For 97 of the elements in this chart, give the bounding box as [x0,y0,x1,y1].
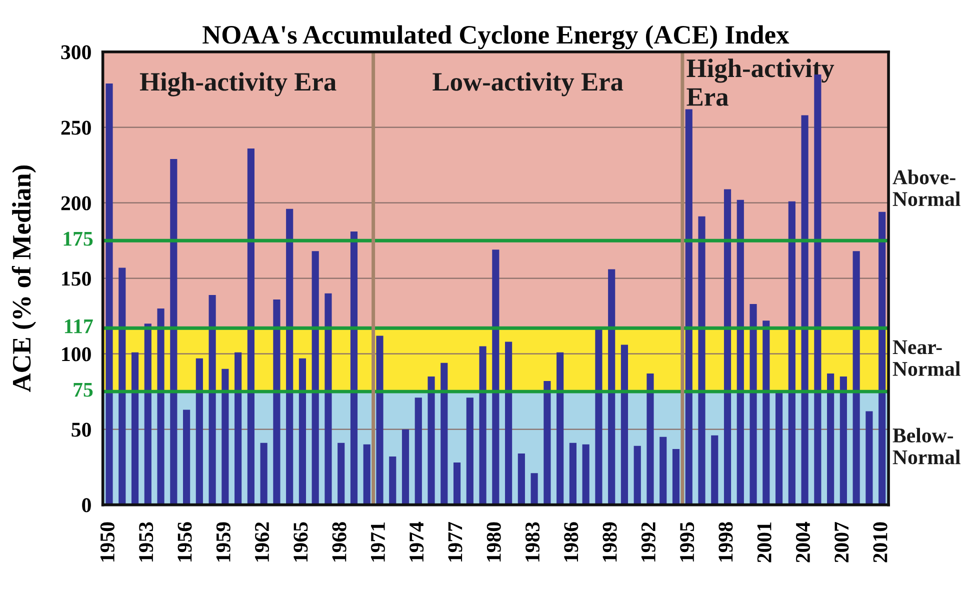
ref-line-label: 175 [64,232,93,246]
bar [118,268,126,505]
bar [866,411,873,505]
bar [363,444,370,505]
bar [260,442,268,505]
y-tick-label: 150 [62,272,91,286]
x-tick-label: 2010 [873,522,888,562]
bar [208,294,216,505]
bar [286,208,294,505]
x-tick-label: 1959 [216,522,230,562]
bar [750,304,757,505]
ref-line-label: 117 [64,319,93,334]
bar [518,453,525,505]
band-label: Above- Normal [892,170,960,206]
x-tick-label: 2001 [757,522,772,562]
bar [183,410,190,505]
x-tick-label: 1974 [410,522,424,562]
bar [234,352,242,505]
bar [402,429,410,505]
bar [711,435,718,505]
bar [312,251,319,505]
x-tick-label: 1986 [564,522,578,562]
bar [466,398,474,505]
bar [414,398,422,505]
y-tick-label: 50 [72,422,91,437]
bar [852,251,860,505]
bar [556,352,564,505]
bar [479,346,486,505]
band-label: Below- Normal [892,428,960,464]
bar [878,212,886,505]
bar [762,320,770,505]
bar [106,84,113,505]
y-tick-label: 0 [82,498,91,512]
bar [324,293,332,505]
y-tick-label: 250 [61,120,91,135]
x-tick-label: 1998 [718,522,733,562]
bar [428,376,435,505]
band-label: Near- Normal [892,340,960,376]
y-axis-title: ACE (% of Median) [12,166,36,392]
x-tick-label: 1995 [680,522,694,562]
x-tick-label: 1950 [100,522,114,562]
y-tick-label: 100 [62,347,91,362]
bar [389,456,396,505]
annotation: High-activity Era [686,58,834,106]
bar [196,358,203,505]
bar [298,358,306,505]
bar [247,148,254,505]
x-tick-label: 1962 [255,522,270,562]
annotation: Low-activity Era [432,72,624,96]
x-tick-label: 1983 [525,522,540,562]
x-tick-label: 1971 [370,522,385,562]
x-tick-label: 1992 [641,522,656,562]
bar [827,373,834,505]
bar [505,342,512,505]
bar [157,308,164,505]
x-tick-label: 2007 [834,522,849,562]
bar [801,115,808,505]
bar [582,444,590,505]
bar [222,368,229,505]
bar [144,324,152,505]
chart-title: NOAA's Accumulated Cyclone Energy (ACE) Index [202,25,790,50]
x-tick-label: 1977 [448,522,462,562]
bar [376,336,384,505]
bar [724,189,732,505]
ref-line-label: 75 [74,382,93,397]
x-tick-label: 1968 [332,522,346,562]
bar [840,376,847,505]
bar [608,269,616,505]
y-tick-label: 300 [61,45,91,60]
bar [736,200,744,505]
x-tick-label: 1989 [602,522,617,562]
bar [544,381,551,505]
bar [440,362,448,505]
bar [492,250,500,505]
y-tick-label: 200 [61,196,91,210]
bar [646,373,654,505]
bar [685,109,692,505]
bar [530,473,538,505]
bar [350,232,358,505]
bar [338,442,345,505]
bar [788,201,796,505]
bar [660,436,667,505]
bar [453,462,461,505]
bar [170,159,178,505]
bar [569,442,576,505]
x-tick-label: 1965 [294,522,308,562]
bar [634,446,641,505]
bar [672,448,680,505]
x-tick-label: 1980 [486,522,501,562]
x-tick-label: 1953 [139,522,154,562]
annotation: High-activity Era [140,72,336,96]
bar [698,216,706,505]
x-tick-label: 2004 [796,522,810,562]
x-tick-label: 1956 [178,522,192,562]
bar [131,352,139,505]
bar [273,299,280,505]
bar [620,344,628,505]
